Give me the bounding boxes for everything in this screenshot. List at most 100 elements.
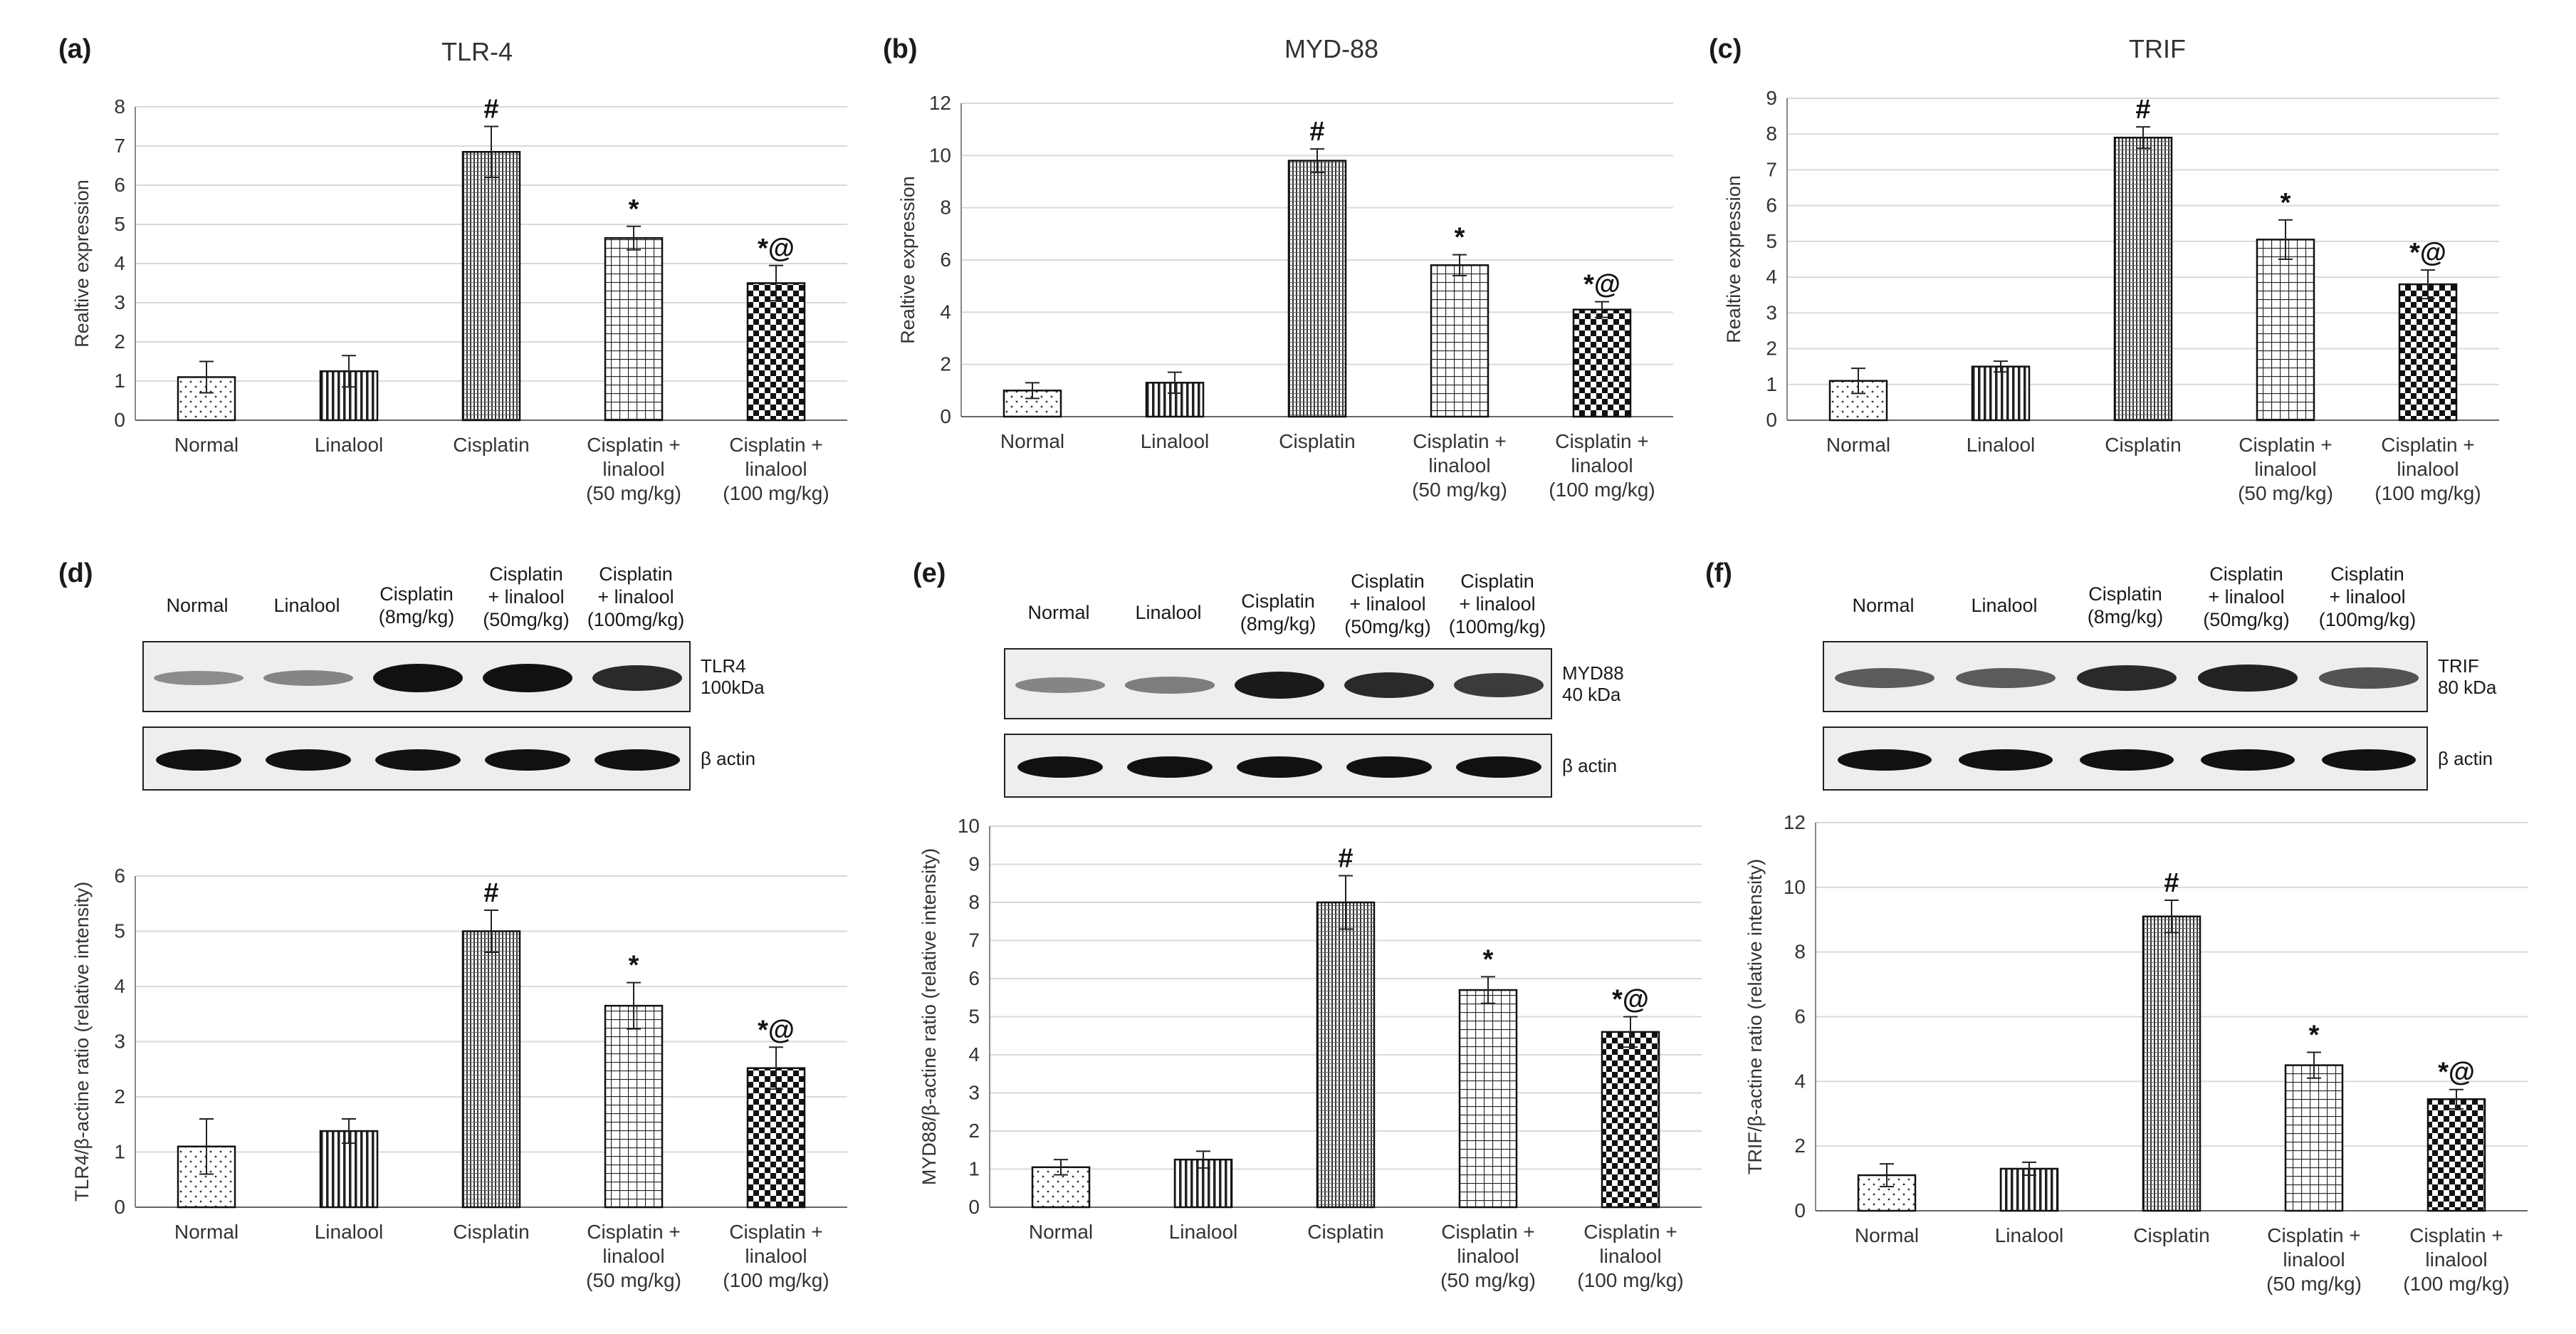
error-bar — [1452, 254, 1467, 276]
y-tick-label: 5 — [968, 1006, 980, 1028]
y-tick-label: 6 — [968, 967, 980, 989]
panel-label-d: (d) — [58, 558, 93, 588]
error-bar — [1168, 371, 1182, 394]
bar — [1316, 901, 1376, 1209]
error-bar — [484, 910, 498, 953]
error-bar — [627, 981, 641, 1030]
bar — [2398, 283, 2458, 422]
blot-band — [482, 664, 573, 692]
y-tick-label: 0 — [1794, 1199, 1806, 1221]
y-axis-label: TRIF/β-actine ratio (relative intensity) — [1744, 859, 1766, 1174]
x-tick-label: Cisplatin + linalool (100 mg/kg) — [1549, 430, 1655, 501]
y-tick-label: 8 — [1794, 941, 1806, 963]
x-tick-label: Cisplatin + linalool (50 mg/kg) — [586, 1221, 681, 1291]
y-axis-label: Realtive expression — [897, 176, 918, 344]
blot-lane-header: Linalool — [1135, 602, 1202, 623]
y-tick-label: 3 — [114, 1031, 125, 1053]
error-bar — [484, 125, 498, 178]
significance-marker: *@ — [2409, 238, 2446, 268]
bar — [746, 1067, 806, 1209]
blot-lane-header: Normal — [1027, 602, 1090, 623]
blot-band-actin — [2200, 749, 2295, 771]
y-tick-label: 3 — [968, 1082, 980, 1104]
y-tick-label: 1 — [1766, 373, 1777, 395]
x-tick-label: Cisplatin + linalool (100 mg/kg) — [1577, 1221, 1683, 1291]
error-bar — [2136, 126, 2150, 150]
x-tick-label: Cisplatin + linalool (100 mg/kg) — [723, 434, 829, 504]
chart-c: 0 1 2 3 4 5 6 7 8 9 Realtive expression Normal Linal… — [1723, 87, 2499, 504]
x-tick-label: Cisplatin + linalool (100 mg/kg) — [723, 1221, 829, 1291]
bar — [746, 282, 806, 422]
error-bar — [1623, 1016, 1638, 1048]
blot-lane-header: Linalool — [1971, 595, 2038, 616]
y-tick-label: 4 — [1766, 266, 1777, 288]
chart-e: 0 1 2 3 4 5 6 7 8 9 10 MYD88/β-actine ratio (relati… — [918, 815, 1702, 1291]
y-tick-label: 4 — [114, 975, 125, 997]
y-tick-label: 4 — [968, 1043, 980, 1065]
y-tick-label: 10 — [1784, 876, 1806, 898]
x-tick-label: Normal — [1000, 430, 1064, 452]
significance-marker: *@ — [1612, 985, 1649, 1015]
y-tick-label: 12 — [929, 92, 951, 114]
y-tick-label: 8 — [968, 891, 980, 913]
error-bar — [199, 360, 214, 394]
error-bar — [2022, 1161, 2036, 1177]
chart-d: 0 1 2 3 4 5 6 TLR4/β-actine ratio (relative int… — [71, 865, 847, 1291]
panel-label-b: (b) — [883, 34, 918, 64]
y-tick-label: 5 — [114, 920, 125, 942]
blot-strip-actin — [142, 726, 691, 791]
blot-band — [1124, 677, 1215, 694]
error-bar — [1851, 368, 1865, 395]
blot-lane-header: Cisplatin (8mg/kg) — [2087, 583, 2164, 627]
blot-band — [2198, 665, 2298, 692]
y-tick-label: 6 — [1794, 1006, 1806, 1028]
blot-band — [1015, 677, 1106, 693]
x-tick-label: Cisplatin + linalool (100 mg/kg) — [2375, 434, 2481, 504]
chart-title-c: TRIF — [2129, 34, 2186, 63]
y-tick-label: 10 — [958, 815, 980, 837]
western-blot-trif: Normal Linalool Cisplatin (8mg/kg) Cisplatin… — [1823, 548, 2563, 819]
y-tick-label: 3 — [1766, 301, 1777, 323]
y-axis-label: Realtive expression — [71, 179, 93, 348]
y-axis-label: TLR4/β-actine ratio (relative intensity) — [71, 882, 93, 1202]
error-bar — [2449, 1088, 2464, 1110]
blot-band-actin — [1236, 756, 1323, 778]
significance-marker: # — [1309, 117, 1324, 147]
blot-band-actin — [1837, 749, 1932, 771]
bar — [2113, 136, 2173, 422]
error-bar — [1880, 1163, 1894, 1187]
chart-f: 0 2 4 6 8 10 12 TRIF/β-actine ratio (relative i… — [1744, 811, 2528, 1295]
y-tick-label: 0 — [114, 409, 125, 431]
blot-strip-target — [1004, 648, 1552, 719]
blot-band — [1234, 671, 1325, 699]
bar — [461, 151, 521, 422]
blot-lane-header: Normal — [166, 595, 229, 616]
blot-lane-header: Cisplatin + linalool (50mg/kg) — [1344, 570, 1431, 637]
blot-band — [1956, 667, 2056, 689]
significance-marker: * — [1483, 944, 1494, 974]
error-bar — [769, 264, 783, 302]
error-bar — [1339, 875, 1353, 930]
bar — [461, 930, 521, 1209]
y-tick-label: 8 — [114, 95, 125, 118]
error-bar — [2307, 1051, 2321, 1079]
y-tick-label: 4 — [940, 301, 951, 323]
blot-actin-label: β actin — [1562, 755, 1618, 776]
y-tick-label: 9 — [1766, 87, 1777, 109]
bar — [2142, 915, 2201, 1212]
blot-lane-header: Cisplatin + linalool (100mg/kg) — [587, 563, 685, 630]
significance-marker: # — [2135, 95, 2150, 125]
panel-label-f: (f) — [1705, 558, 1732, 588]
x-tick-label: Cisplatin — [2105, 434, 2181, 456]
x-tick-label: Linalool — [1141, 430, 1210, 452]
x-tick-label: Cisplatin — [453, 434, 529, 456]
y-tick-label: 6 — [114, 865, 125, 887]
x-tick-label: Normal — [174, 1221, 239, 1243]
x-tick-label: Linalool — [1967, 434, 2036, 456]
x-tick-label: Cisplatin — [1279, 430, 1355, 452]
x-tick-label: Linalool — [1995, 1224, 2064, 1246]
y-tick-label: 7 — [968, 929, 980, 952]
y-tick-label: 2 — [114, 1085, 125, 1108]
y-tick-label: 2 — [1794, 1135, 1806, 1157]
bar — [1971, 365, 2031, 422]
